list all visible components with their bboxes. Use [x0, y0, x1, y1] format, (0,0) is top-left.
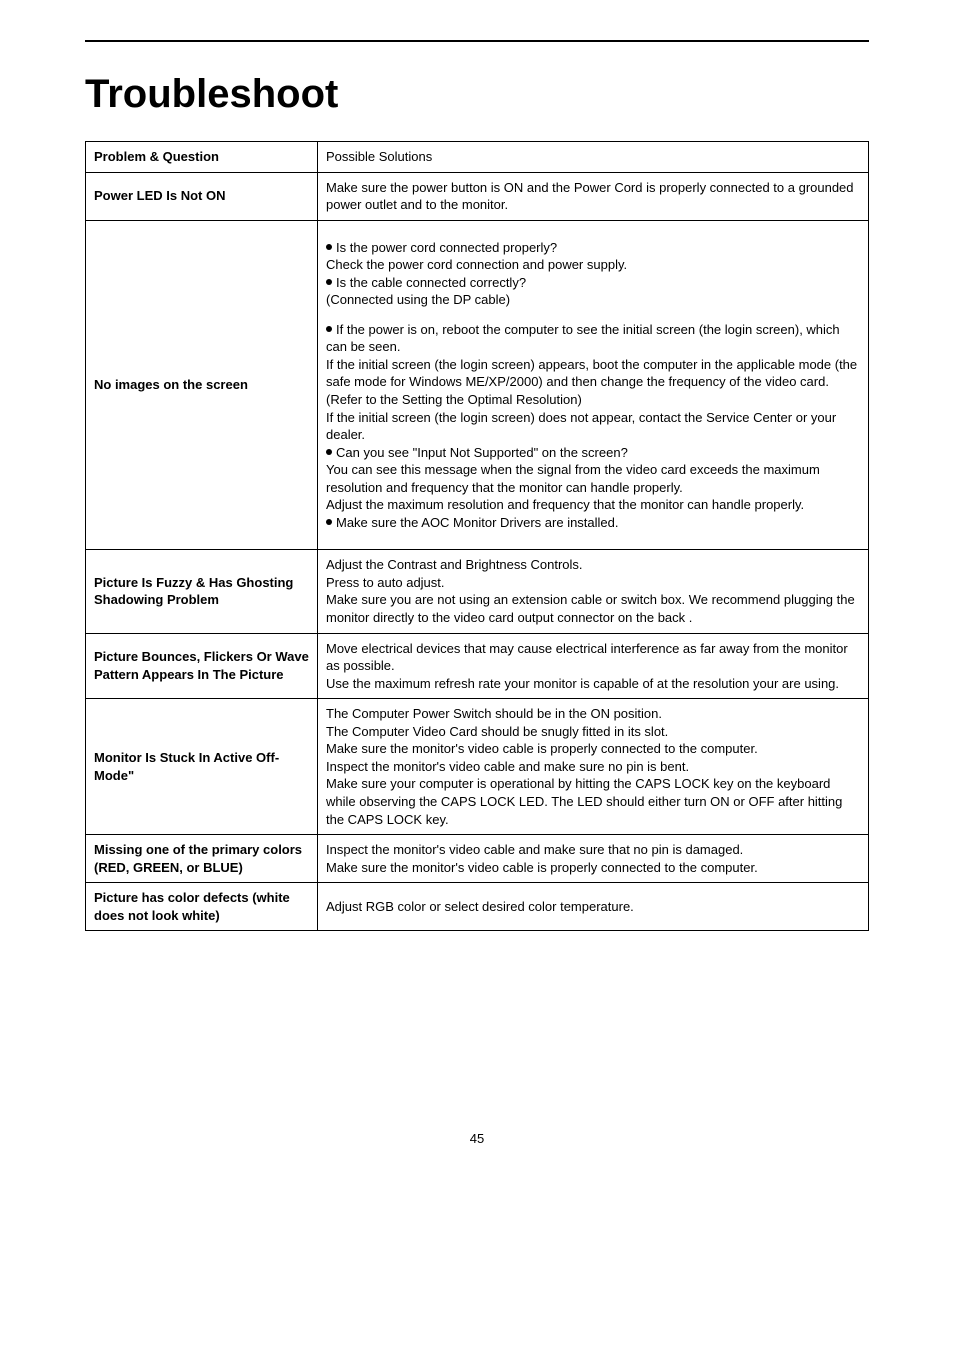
row-value: Move electrical devices that may cause e… — [318, 633, 869, 699]
row-label: Picture Bounces, Flickers Or Wave Patter… — [86, 633, 318, 699]
value-line: Can you see "Input Not Supported" on the… — [326, 444, 860, 462]
table-row: Power LED Is Not ONMake sure the power b… — [86, 172, 869, 220]
value-line: Make sure the monitor's video cable is p… — [326, 740, 860, 758]
value-line: Check the power cord connection and powe… — [326, 256, 860, 274]
row-label: Picture has color defects (white does no… — [86, 883, 318, 931]
value-line: Inspect the monitor's video cable and ma… — [326, 841, 860, 859]
row-value: The Computer Power Switch should be in t… — [318, 699, 869, 835]
value-line: Adjust RGB color or select desired color… — [326, 898, 860, 916]
row-label: No images on the screen — [86, 220, 318, 550]
value-text: If the power is on, reboot the computer … — [326, 322, 840, 355]
table-row: No images on the screenIs the power cord… — [86, 220, 869, 550]
row-label: Monitor Is Stuck In Active Off-Mode" — [86, 699, 318, 835]
value-line: Make sure the AOC Monitor Drivers are in… — [326, 514, 860, 532]
value-text: Check the power cord connection and powe… — [326, 257, 627, 272]
value-text: Adjust the maximum resolution and freque… — [326, 497, 804, 512]
value-line: Make sure your computer is operational b… — [326, 775, 860, 828]
row-label: Problem & Question — [86, 142, 318, 173]
row-value: Adjust the Contrast and Brightness Contr… — [318, 550, 869, 633]
value-line: Is the cable connected correctly? — [326, 274, 860, 292]
value-line: (Connected using the DP cable) — [326, 291, 860, 309]
value-line: Make sure the monitor's video cable is p… — [326, 859, 860, 877]
bullet-icon — [326, 449, 332, 455]
row-value: Is the power cord connected properly? Che… — [318, 220, 869, 550]
value-line: The Computer Video Card should be snugly… — [326, 723, 860, 741]
value-line: Move electrical devices that may cause e… — [326, 640, 860, 675]
value-text: Make sure the AOC Monitor Drivers are in… — [336, 515, 619, 530]
value-text: You can see this message when the signal… — [326, 462, 820, 495]
value-line: Possible Solutions — [326, 148, 860, 166]
page-number: 45 — [85, 1131, 869, 1146]
top-divider — [85, 40, 869, 42]
bullet-icon — [326, 279, 332, 285]
table-row: Picture has color defects (white does no… — [86, 883, 869, 931]
row-value: Make sure the power button is ON and the… — [318, 172, 869, 220]
value-line: Use the maximum refresh rate your monito… — [326, 675, 860, 693]
bullet-icon — [326, 326, 332, 332]
value-text: If the initial screen (the login screen)… — [326, 357, 857, 390]
value-line: (Refer to the Setting the Optimal Resolu… — [326, 391, 860, 409]
table-row: Missing one of the primary colors (RED, … — [86, 835, 869, 883]
value-text: Is the power cord connected properly? — [336, 240, 557, 255]
bullet-icon — [326, 519, 332, 525]
row-label: Picture Is Fuzzy & Has Ghosting Shadowin… — [86, 550, 318, 633]
value-line: The Computer Power Switch should be in t… — [326, 705, 860, 723]
value-line: Adjust the Contrast and Brightness Contr… — [326, 556, 860, 574]
row-label: Power LED Is Not ON — [86, 172, 318, 220]
row-value: Inspect the monitor's video cable and ma… — [318, 835, 869, 883]
table-row: Picture Is Fuzzy & Has Ghosting Shadowin… — [86, 550, 869, 633]
value-text: (Refer to the Setting the Optimal Resolu… — [326, 392, 582, 407]
value-text: If the initial screen (the login screen)… — [326, 410, 836, 443]
bullet-icon — [326, 244, 332, 250]
value-line: You can see this message when the signal… — [326, 461, 860, 496]
page-title: Troubleshoot — [85, 72, 869, 117]
table-row: Monitor Is Stuck In Active Off-Mode" The … — [86, 699, 869, 835]
troubleshoot-table: Problem & Question Possible Solutions Powe… — [85, 141, 869, 931]
value-text: Can you see "Input Not Supported" on the… — [336, 445, 628, 460]
value-text: (Connected using the DP cable) — [326, 292, 510, 307]
value-line: Make sure you are not using an extension… — [326, 591, 860, 626]
table-row: Picture Bounces, Flickers Or Wave Patter… — [86, 633, 869, 699]
value-line: Make sure the power button is ON and the… — [326, 179, 860, 214]
value-line: If the initial screen (the login screen)… — [326, 356, 860, 391]
value-line: If the initial screen (the login screen)… — [326, 409, 860, 444]
row-label: Missing one of the primary colors (RED, … — [86, 835, 318, 883]
value-line: Press to auto adjust. — [326, 574, 860, 592]
row-value: Adjust RGB color or select desired color… — [318, 883, 869, 931]
value-line: Adjust the maximum resolution and freque… — [326, 496, 860, 514]
row-value: Possible Solutions — [318, 142, 869, 173]
value-text: Is the cable connected correctly? — [336, 275, 526, 290]
value-line: Is the power cord connected properly? — [326, 239, 860, 257]
value-line: Inspect the monitor's video cable and ma… — [326, 758, 860, 776]
table-row: Problem & Question Possible Solutions — [86, 142, 869, 173]
value-line: If the power is on, reboot the computer … — [326, 321, 860, 356]
